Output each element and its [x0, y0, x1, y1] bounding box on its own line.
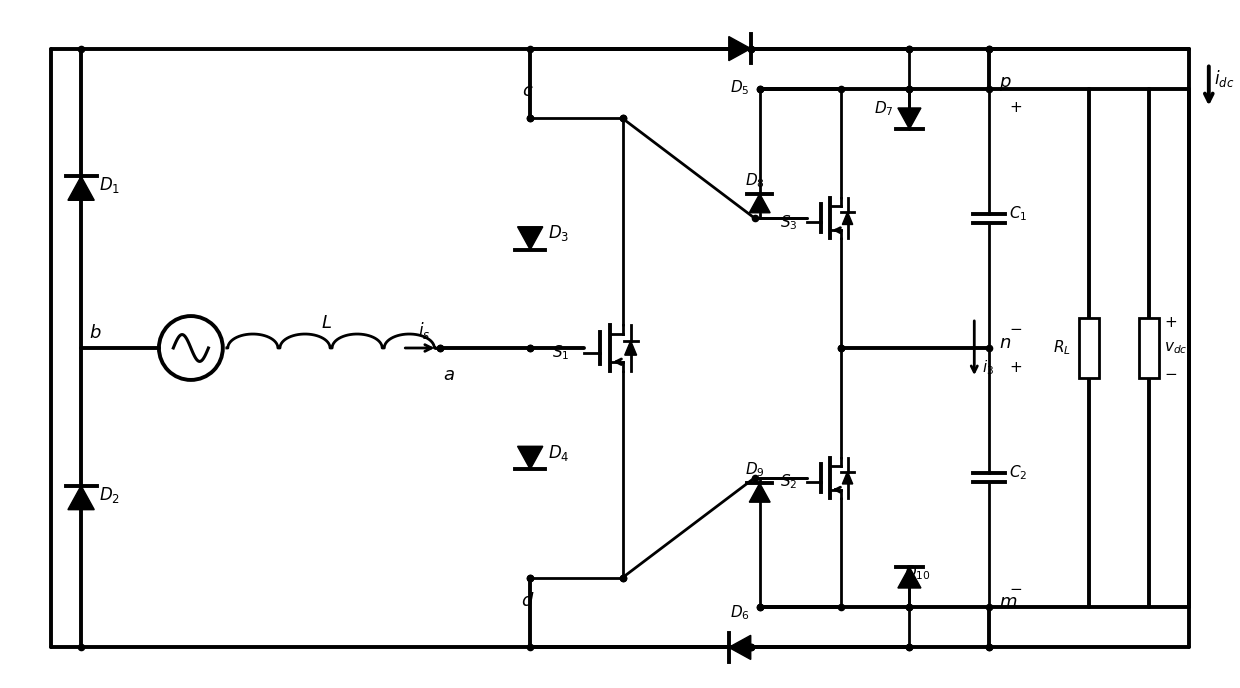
Text: $i_3$: $i_3$: [982, 358, 994, 376]
Text: $D_{10}$: $D_{10}$: [904, 563, 931, 582]
Text: $d$: $d$: [522, 592, 534, 610]
Text: $L$: $L$: [321, 314, 332, 332]
Polygon shape: [625, 341, 636, 355]
Polygon shape: [749, 194, 770, 213]
Polygon shape: [898, 567, 921, 588]
Text: $n$: $n$: [999, 334, 1012, 352]
Text: $i_s$: $i_s$: [418, 319, 430, 341]
Text: $v_{dc}$: $v_{dc}$: [1164, 340, 1188, 356]
Text: $-$: $-$: [1164, 366, 1177, 380]
Polygon shape: [729, 36, 750, 61]
Polygon shape: [898, 108, 921, 129]
Text: $D_6$: $D_6$: [730, 604, 750, 623]
Bar: [1140, 318, 1159, 378]
Text: $a$: $a$: [444, 366, 455, 384]
Text: $m$: $m$: [999, 594, 1018, 612]
Text: $+$: $+$: [1009, 101, 1022, 116]
Polygon shape: [749, 483, 770, 502]
Text: $R_L$: $R_L$: [1053, 338, 1071, 357]
Text: $S_3$: $S_3$: [780, 213, 797, 232]
Bar: [1079, 318, 1099, 378]
Text: $+$: $+$: [1164, 316, 1177, 330]
Text: $c$: $c$: [522, 83, 534, 100]
Polygon shape: [68, 176, 94, 200]
Text: $D_3$: $D_3$: [548, 223, 569, 244]
Text: $D_8$: $D_8$: [745, 171, 765, 190]
Text: $S_1$: $S_1$: [552, 343, 569, 362]
Text: $D_4$: $D_4$: [548, 443, 569, 463]
Text: $+$: $+$: [1009, 361, 1022, 375]
Text: $S_2$: $S_2$: [780, 473, 797, 491]
Text: $D_5$: $D_5$: [730, 78, 749, 97]
Text: $-$: $-$: [1009, 321, 1022, 335]
Text: $D_1$: $D_1$: [99, 175, 120, 195]
Text: $D_2$: $D_2$: [99, 484, 120, 505]
Text: $C_2$: $C_2$: [1009, 464, 1028, 482]
Polygon shape: [842, 471, 853, 484]
Text: $D_9$: $D_9$: [745, 460, 765, 479]
Polygon shape: [842, 212, 853, 224]
Polygon shape: [517, 227, 543, 250]
Text: $-$: $-$: [1009, 581, 1022, 594]
Polygon shape: [729, 635, 750, 660]
Text: $p$: $p$: [999, 74, 1012, 92]
Polygon shape: [517, 447, 543, 469]
Polygon shape: [68, 486, 94, 510]
Text: $b$: $b$: [89, 324, 102, 342]
Text: $C_1$: $C_1$: [1009, 204, 1028, 223]
Text: $i_{dc}$: $i_{dc}$: [1214, 68, 1234, 89]
Text: $D_7$: $D_7$: [874, 99, 894, 118]
